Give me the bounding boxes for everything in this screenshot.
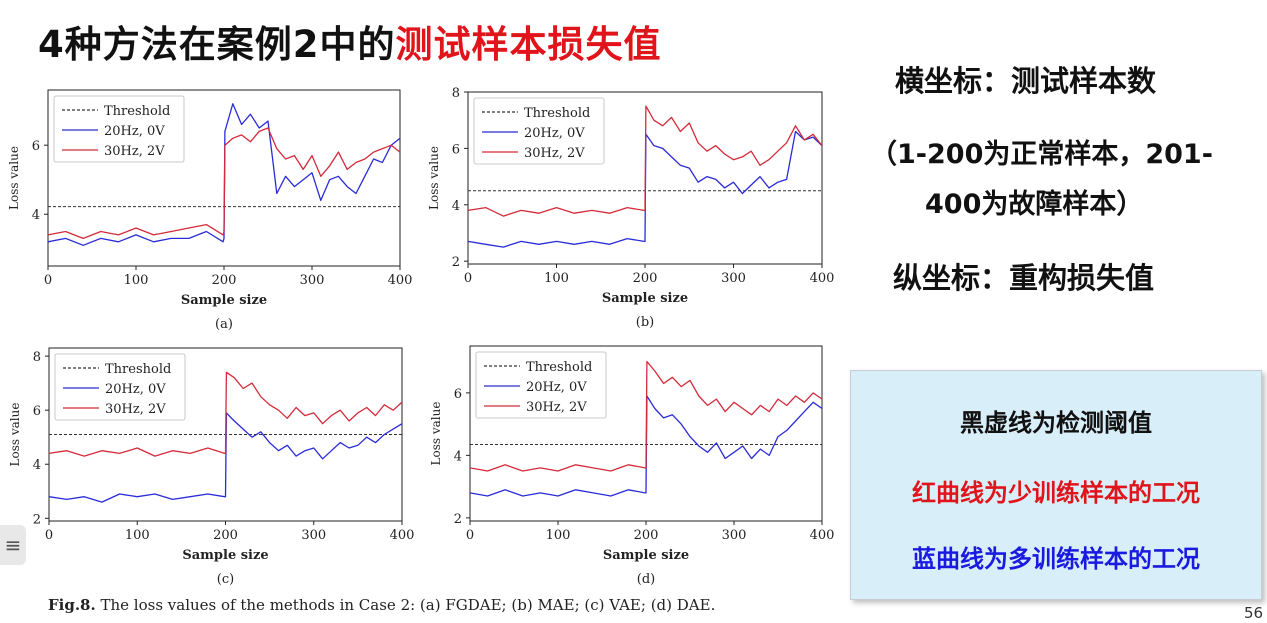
series-line-30hz-2v <box>48 371 403 457</box>
legend-frame <box>53 95 185 163</box>
x-tick-label: 400 <box>388 273 413 288</box>
y-tick-label: 6 <box>32 139 40 154</box>
x-axis-note-range-2: 400为故障样本） <box>925 189 1144 220</box>
x-tick-label: 0 <box>466 528 474 543</box>
x-tick-label: 200 <box>213 528 238 543</box>
page-number: 56 <box>1244 604 1264 622</box>
slide-title: 4种方法在案例2中的测试样本损失值 <box>38 14 662 68</box>
x-tick-label: 0 <box>464 271 472 286</box>
series-line-20hz-0v <box>48 412 403 503</box>
legend-entry: 30Hz, 2V <box>526 400 587 415</box>
legend-entry: Threshold <box>105 362 171 377</box>
legend-entry: 20Hz, 0V <box>524 126 585 141</box>
chart-legend: Threshold 20Hz, 0V 30Hz, 2V <box>53 95 185 163</box>
figure-caption: Fig.8. The loss values of the methods in… <box>48 596 715 614</box>
x-axis-label: Sample size <box>603 548 689 563</box>
panel-label: (b) <box>636 315 654 330</box>
x-axis-label: Sample size <box>182 548 268 563</box>
x-axis-note: 横坐标：测试样本数 <box>895 64 1157 98</box>
legend-entry: Threshold <box>524 106 590 121</box>
x-tick-label: 400 <box>810 271 835 286</box>
legend-threshold-text: 黑虚线为检测阈值 <box>960 409 1152 437</box>
chart-legend: Threshold 20Hz, 0V 30Hz, 2V <box>54 353 186 421</box>
panel-label: (d) <box>637 572 655 587</box>
legend-entry: 20Hz, 0V <box>526 380 587 395</box>
panel-label: (c) <box>217 572 234 587</box>
series-line-30hz-2v <box>47 127 401 240</box>
legend-entry: 20Hz, 0V <box>104 124 165 139</box>
caption-label: Fig.8. <box>48 596 96 614</box>
legend-blue-text: 蓝曲线为多训练样本的工况 <box>912 545 1200 573</box>
series-line-30hz-2v <box>467 105 823 217</box>
x-tick-label: 400 <box>390 528 415 543</box>
y-axis-label: Loss value <box>8 403 22 467</box>
x-axis-note-range-1: （1-200为正常样本，201- <box>870 139 1213 170</box>
x-tick-label: 100 <box>124 273 149 288</box>
menu-icon: ≡ <box>4 533 22 557</box>
legend-entry: Threshold <box>526 360 592 375</box>
legend-frame <box>473 97 605 165</box>
chart-panel-a: 0 100 200 300 400 4 6 Sample size Loss value (a) T… <box>7 89 413 332</box>
legend-entry: Threshold <box>104 104 170 119</box>
x-tick-label: 100 <box>546 528 571 543</box>
y-axis-label: Loss value <box>7 146 21 210</box>
chart-panel-d: 0 100 200 300 400 2 4 6 Sample size Loss value (d)… <box>429 345 835 587</box>
y-tick-label: 4 <box>33 458 41 473</box>
series-line-20hz-0v <box>469 395 823 497</box>
chart-legend: Threshold 20Hz, 0V 30Hz, 2V <box>475 351 607 419</box>
x-axis-label: Sample size <box>602 291 688 306</box>
chart-panel-c: 0 100 200 300 400 2 4 6 8 Sample size Loss value (c… <box>8 347 415 587</box>
caption-text: The loss values of the methods in Case 2… <box>95 596 716 614</box>
y-tick-label: 8 <box>33 350 41 365</box>
legend-entry: 30Hz, 2V <box>104 144 165 159</box>
y-axis-note: 纵坐标：重构损失值 <box>893 261 1155 295</box>
series-line-20hz-0v <box>47 103 401 246</box>
legend-frame <box>475 351 607 419</box>
y-tick-label: 4 <box>452 199 460 214</box>
y-tick-label: 6 <box>33 404 41 419</box>
chart-panel-b: 0 100 200 300 400 2 4 6 8 Sample size Loss value (b… <box>427 86 834 330</box>
y-tick-label: 6 <box>454 387 462 402</box>
x-tick-label: 300 <box>301 528 326 543</box>
legend-explanation-box: 黑虚线为检测阈值 红曲线为少训练样本的工况 蓝曲线为多训练样本的工况 <box>850 370 1262 600</box>
slide-menu-button[interactable]: ≡ <box>0 525 26 565</box>
legend-red-text: 红曲线为少训练样本的工况 <box>912 479 1200 507</box>
legend-frame <box>54 353 186 421</box>
slide-title-red: 测试样本损失值 <box>395 23 662 66</box>
x-tick-label: 100 <box>125 528 150 543</box>
y-axis-label: Loss value <box>427 146 441 210</box>
y-tick-label: 6 <box>452 142 460 157</box>
x-tick-label: 0 <box>44 273 52 288</box>
series-line-20hz-0v <box>467 130 823 248</box>
x-tick-label: 100 <box>544 271 569 286</box>
legend-entry: 30Hz, 2V <box>524 146 585 161</box>
x-tick-label: 200 <box>634 528 659 543</box>
y-axis-label: Loss value <box>429 402 443 466</box>
slide-title-black: 4种方法在案例2中的 <box>38 23 396 66</box>
x-tick-label: 0 <box>45 528 53 543</box>
chart-legend: Threshold 20Hz, 0V 30Hz, 2V <box>473 97 605 165</box>
y-tick-label: 4 <box>32 208 40 223</box>
x-tick-label: 200 <box>212 273 237 288</box>
legend-entry: 20Hz, 0V <box>105 382 166 397</box>
x-tick-label: 300 <box>300 273 325 288</box>
legend-entry: 30Hz, 2V <box>105 402 166 417</box>
x-tick-label: 300 <box>721 271 746 286</box>
x-tick-label: 400 <box>810 528 835 543</box>
y-tick-label: 2 <box>452 255 460 270</box>
series-line-30hz-2v <box>469 360 823 472</box>
x-axis-label: Sample size <box>181 293 267 308</box>
y-tick-label: 4 <box>454 449 462 464</box>
y-tick-label: 2 <box>454 512 462 527</box>
panel-label: (a) <box>215 317 233 332</box>
y-tick-label: 8 <box>452 86 460 101</box>
x-tick-label: 200 <box>633 271 658 286</box>
y-tick-label: 2 <box>33 512 41 527</box>
x-tick-label: 300 <box>722 528 747 543</box>
